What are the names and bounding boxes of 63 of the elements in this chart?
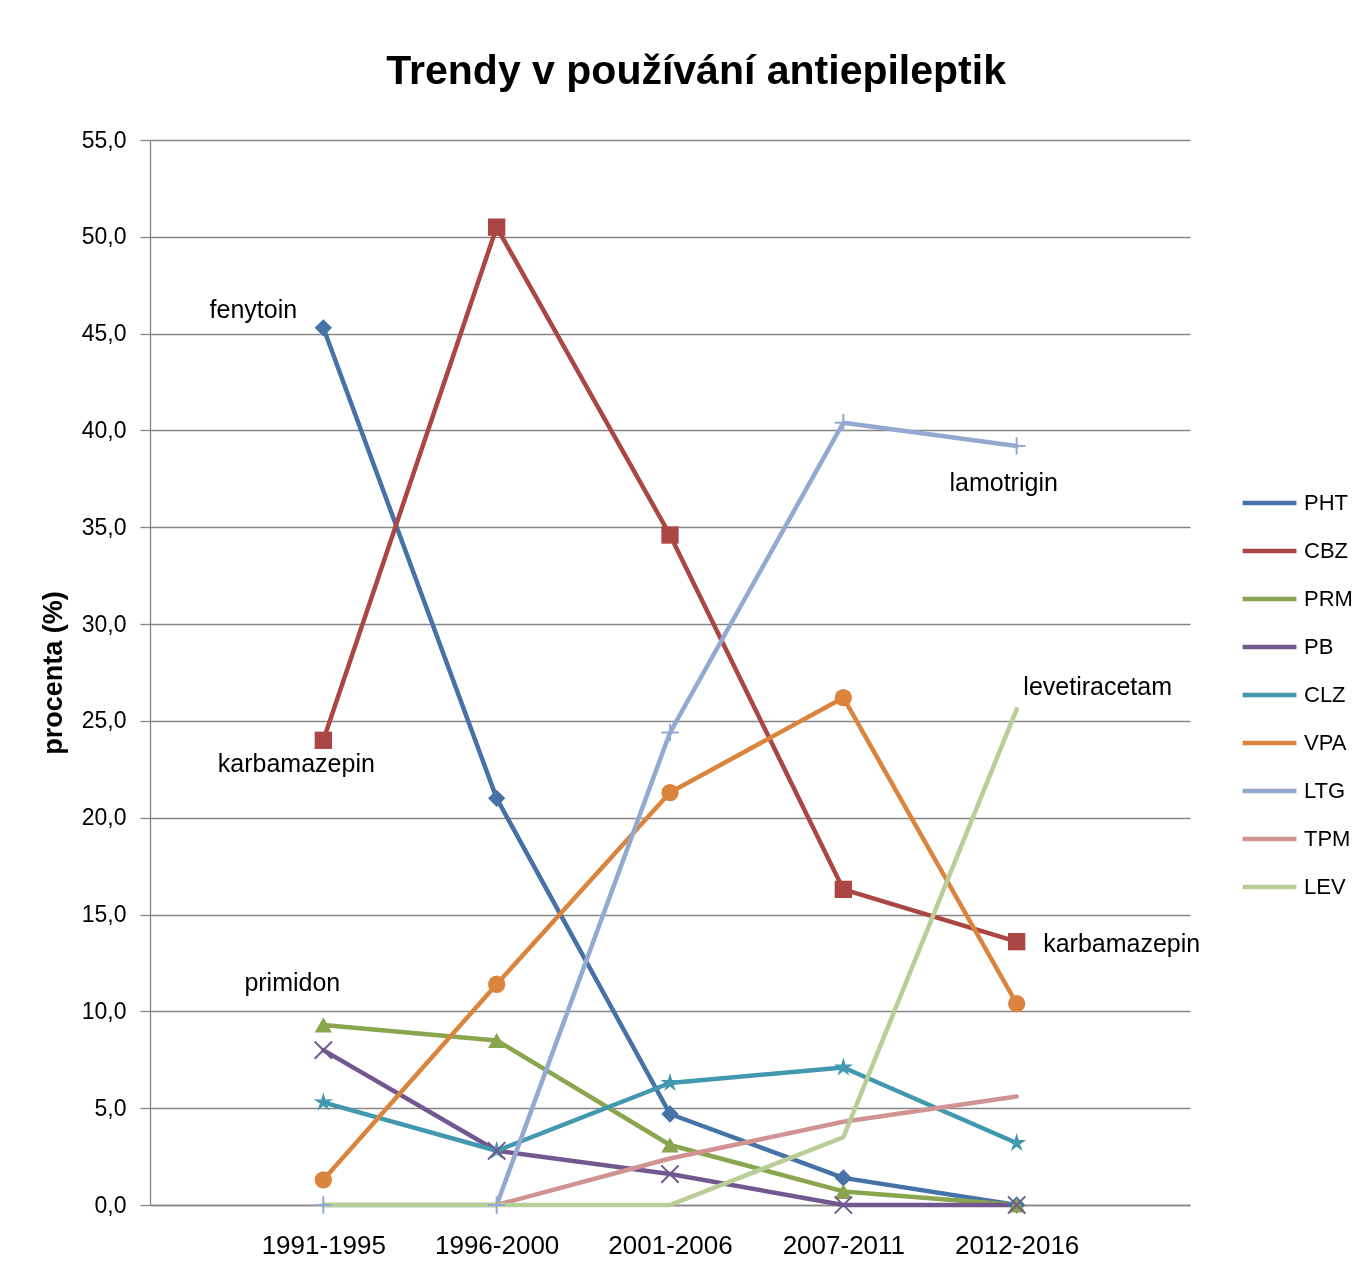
legend-label: LEV [1304, 874, 1346, 899]
x-tick-label: 2001-2006 [608, 1229, 733, 1260]
legend-label: LTG [1304, 778, 1346, 803]
x-tick-label: 2007-2011 [782, 1229, 906, 1260]
point [1008, 994, 1026, 1013]
y-tick-label: 30,0 [81, 610, 127, 637]
x-tick-label: 1996-2000 [434, 1229, 560, 1260]
point [487, 1195, 507, 1215]
y-tick-label: 25,0 [81, 707, 127, 734]
point [833, 1195, 853, 1215]
point [661, 1137, 679, 1153]
y-tick-label: 35,0 [81, 513, 127, 540]
point [488, 218, 506, 236]
y-tick-label: 55,0 [81, 126, 127, 153]
annotation: karbamazepin [1043, 928, 1201, 957]
point [314, 731, 332, 749]
point [834, 880, 852, 899]
point [661, 526, 679, 544]
y-tick-label: 50,0 [81, 223, 127, 250]
point [834, 689, 852, 707]
y-axis-title: procenta (%) [37, 591, 68, 755]
chart-title: Trendy v používání antiepileptik [386, 47, 1007, 93]
point [660, 722, 680, 743]
legend-label: CBZ [1304, 538, 1348, 563]
annotation: primidon [244, 967, 341, 996]
legend-label: TPM [1304, 826, 1351, 851]
point [313, 1092, 333, 1111]
point [834, 1169, 852, 1187]
annotation: levetiracetam [1023, 672, 1172, 701]
point [833, 1057, 853, 1076]
point [488, 975, 506, 993]
legend-label: PB [1304, 634, 1334, 659]
annotation: lamotrigin [949, 467, 1058, 496]
point [1008, 932, 1026, 951]
point [314, 1171, 332, 1189]
annotation: karbamazepin [217, 749, 375, 778]
point [488, 789, 506, 808]
y-tick-label: 0,0 [94, 1191, 127, 1218]
legend-label: VPA [1304, 730, 1347, 755]
y-tick-label: 5,0 [94, 1094, 127, 1121]
point [313, 1040, 333, 1060]
point [1007, 1133, 1027, 1152]
point [833, 413, 853, 433]
point [661, 783, 679, 802]
y-tick-label: 45,0 [81, 320, 127, 347]
point [660, 1164, 680, 1184]
point [661, 1105, 679, 1123]
annotation: fenytoin [209, 294, 298, 323]
point [314, 319, 332, 337]
x-tick-label: 2012-2016 [954, 1229, 1080, 1260]
y-tick-label: 10,0 [81, 997, 127, 1024]
y-tick-label: 40,0 [81, 416, 127, 443]
legend-label: PRM [1304, 586, 1353, 611]
y-tick-label: 20,0 [81, 804, 127, 831]
point [314, 1017, 332, 1033]
point [488, 1032, 506, 1048]
legend-label: PHT [1304, 490, 1348, 515]
x-tick-label: 1991-1995 [261, 1229, 387, 1260]
point [660, 1073, 680, 1092]
legend-label: CLZ [1304, 682, 1346, 707]
y-tick-label: 15,0 [81, 901, 127, 928]
point [313, 1195, 333, 1215]
point [834, 1183, 852, 1199]
